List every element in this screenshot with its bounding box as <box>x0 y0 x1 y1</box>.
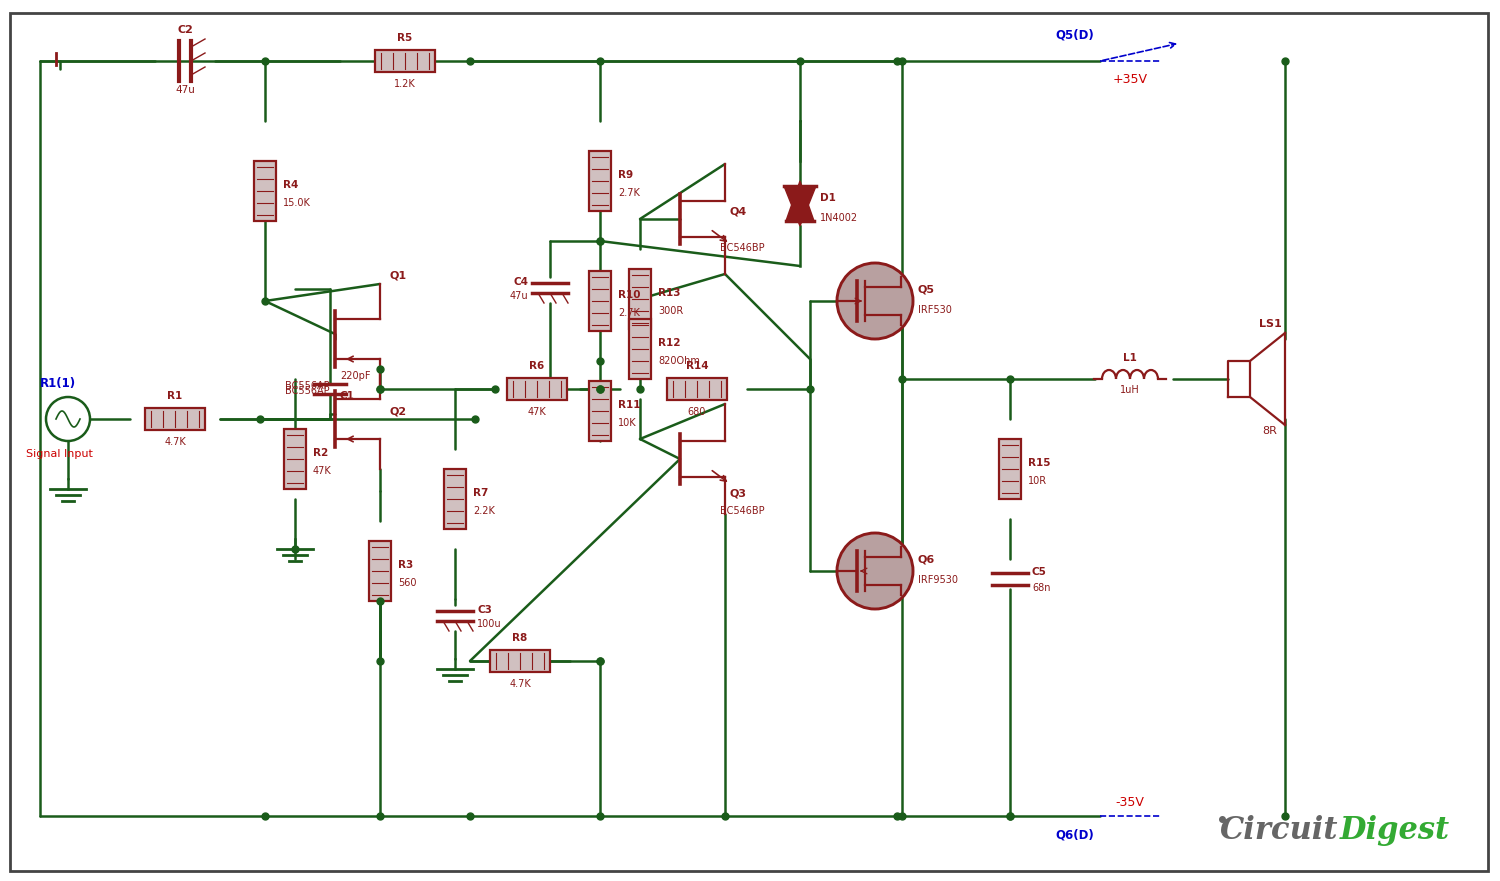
Text: R3: R3 <box>398 560 412 570</box>
Bar <box>628 319 651 379</box>
Text: R13: R13 <box>658 288 681 298</box>
Text: C4: C4 <box>513 277 528 287</box>
Bar <box>490 650 550 672</box>
Text: Q4: Q4 <box>730 206 747 216</box>
Bar <box>999 439 1022 499</box>
Text: BC556AP: BC556AP <box>285 381 330 391</box>
Text: Q6: Q6 <box>918 555 936 565</box>
Text: C1: C1 <box>340 391 356 401</box>
Text: 8R: 8R <box>1263 426 1278 436</box>
Text: 2.7K: 2.7K <box>618 188 640 198</box>
Circle shape <box>46 397 90 441</box>
Text: -35V: -35V <box>1116 796 1144 809</box>
Text: 10R: 10R <box>1028 476 1047 486</box>
Polygon shape <box>786 181 814 221</box>
Text: 4.7K: 4.7K <box>164 437 186 447</box>
Text: R15: R15 <box>1028 458 1050 468</box>
Text: +35V: +35V <box>1113 73 1148 86</box>
Text: C5: C5 <box>1032 567 1047 577</box>
Text: BC556AP: BC556AP <box>285 386 330 396</box>
Polygon shape <box>784 186 816 226</box>
Text: Digest: Digest <box>1340 815 1450 846</box>
Text: R11: R11 <box>618 400 640 410</box>
Text: 560: 560 <box>398 578 417 588</box>
Bar <box>590 381 610 441</box>
Text: R7: R7 <box>472 488 489 498</box>
Text: R1: R1 <box>168 391 183 401</box>
Text: R5: R5 <box>398 33 412 43</box>
Bar <box>146 408 206 430</box>
Bar <box>375 50 435 72</box>
Text: R4: R4 <box>284 180 298 190</box>
Text: C2: C2 <box>177 25 194 35</box>
Circle shape <box>837 263 914 339</box>
Circle shape <box>837 533 914 609</box>
Text: C3: C3 <box>477 605 492 615</box>
Text: L1: L1 <box>1124 353 1137 363</box>
Text: Signal Input: Signal Input <box>26 449 93 459</box>
Text: R2: R2 <box>314 448 328 458</box>
Text: 680: 680 <box>688 407 706 417</box>
Bar <box>628 269 651 329</box>
Text: 2.2K: 2.2K <box>472 506 495 516</box>
Text: 1uH: 1uH <box>1120 385 1140 395</box>
Text: IRF530: IRF530 <box>918 305 952 315</box>
Text: R8: R8 <box>513 633 528 643</box>
Text: 4.7K: 4.7K <box>509 679 531 689</box>
Text: 820Ohm: 820Ohm <box>658 356 700 366</box>
Bar <box>590 271 610 331</box>
Text: 300R: 300R <box>658 306 682 316</box>
Bar <box>444 469 466 529</box>
Text: 47u: 47u <box>176 85 195 95</box>
Text: BC546BP: BC546BP <box>720 506 765 516</box>
Text: 1.2K: 1.2K <box>394 79 416 89</box>
Text: Q5(D): Q5(D) <box>1054 29 1094 42</box>
Bar <box>284 429 306 489</box>
Text: 15.0K: 15.0K <box>284 198 310 208</box>
Text: IRF9530: IRF9530 <box>918 575 958 585</box>
Text: R10: R10 <box>618 290 640 300</box>
Text: 10K: 10K <box>618 418 636 428</box>
Bar <box>254 161 276 221</box>
Bar <box>369 541 392 601</box>
Text: R1(1): R1(1) <box>40 377 76 390</box>
Text: 2.7K: 2.7K <box>618 308 640 318</box>
Text: BC546BP: BC546BP <box>720 243 765 253</box>
Text: Q2: Q2 <box>390 406 406 416</box>
Text: 1N4002: 1N4002 <box>821 213 858 223</box>
Text: 47K: 47K <box>314 466 332 476</box>
Text: Q5: Q5 <box>918 285 934 295</box>
Text: D1: D1 <box>821 193 836 203</box>
Text: 47u: 47u <box>510 291 528 301</box>
Text: Q3: Q3 <box>730 489 747 499</box>
Text: Circuit: Circuit <box>1220 815 1338 846</box>
Bar <box>668 378 728 400</box>
Text: 100u: 100u <box>477 619 501 629</box>
Text: R12: R12 <box>658 338 681 348</box>
Text: 47K: 47K <box>528 407 546 417</box>
Text: R14: R14 <box>686 361 708 371</box>
Text: 220pF: 220pF <box>340 371 370 381</box>
Text: Q1: Q1 <box>390 271 406 281</box>
Text: R6: R6 <box>530 361 544 371</box>
Text: R9: R9 <box>618 170 633 180</box>
Bar <box>590 151 610 211</box>
Text: 68n: 68n <box>1032 583 1050 593</box>
Text: LS1: LS1 <box>1258 319 1281 329</box>
Bar <box>507 378 567 400</box>
Text: Q6(D): Q6(D) <box>1054 828 1094 841</box>
